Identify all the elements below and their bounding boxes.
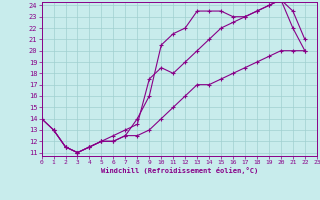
X-axis label: Windchill (Refroidissement éolien,°C): Windchill (Refroidissement éolien,°C) <box>100 167 258 174</box>
